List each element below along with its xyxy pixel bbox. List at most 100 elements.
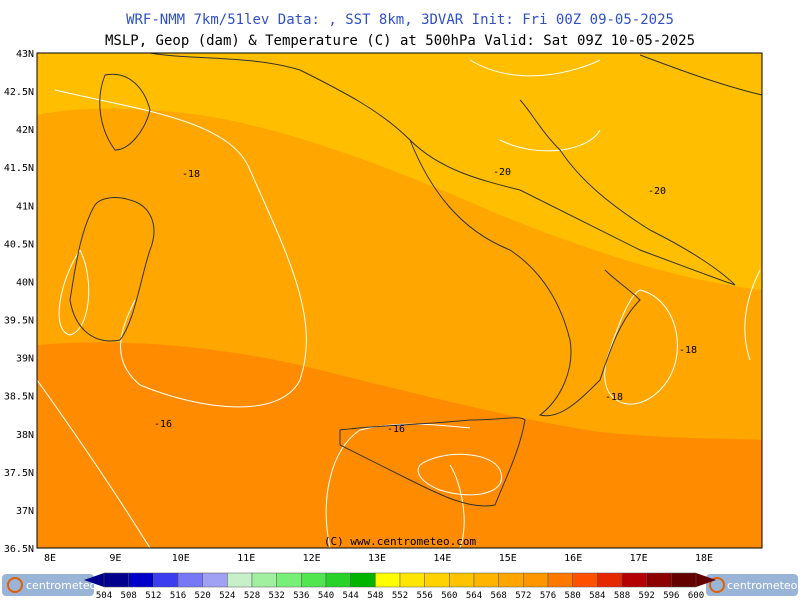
logo-right: centrometeo [706, 574, 798, 596]
contour-label: -16 [387, 424, 405, 435]
lon-label: 12E [303, 553, 321, 564]
colorbar-label: 512 [145, 591, 161, 600]
lon-label: 16E [564, 553, 582, 564]
colorbar-label: 568 [491, 591, 507, 600]
contour-label: -18 [605, 392, 623, 403]
lat-label: 39N [16, 354, 34, 365]
lon-label: 14E [433, 553, 451, 564]
colorbar-label: 516 [170, 591, 186, 600]
title-line2: MSLP, Geop (dam) & Temperature (C) at 50… [105, 33, 695, 49]
colorbar-cell [646, 572, 672, 588]
colorbar-cell [128, 572, 154, 588]
logo-box [2, 574, 94, 596]
colorbar-label: 532 [269, 591, 285, 600]
lon-label: 18E [695, 553, 713, 564]
colorbar-cell [671, 572, 697, 588]
colorbar-label: 504 [96, 591, 112, 600]
colorbar-label: 508 [121, 591, 137, 600]
lat-label: 39.5N [4, 316, 34, 327]
logo-text: centrometeo [26, 579, 97, 592]
lon-label: 8E [44, 553, 56, 564]
contour-labels: -18 -20 -20 -18 -18 -16 -16 [154, 167, 697, 435]
colorbar-label: 576 [540, 591, 556, 600]
contour-label: -18 [679, 345, 697, 356]
map-area [36, 52, 763, 549]
colorbar-label: 564 [466, 591, 482, 600]
lat-label: 43N [16, 49, 34, 60]
lat-label: 41N [16, 201, 34, 212]
colorbar-cell [301, 572, 327, 588]
logo-icon [7, 577, 23, 593]
logo-left: centrometeo [2, 574, 97, 596]
colorbar-label: 544 [343, 591, 359, 600]
band-bottom [37, 342, 762, 548]
lat-label: 40.5N [4, 239, 34, 250]
colorbar-arrow-left [84, 573, 104, 587]
contour-label: -20 [648, 186, 666, 197]
contour-label: -20 [493, 167, 511, 178]
colorbar-cell [597, 572, 623, 588]
colorbar-cell [547, 572, 573, 588]
lon-label: 11E [237, 553, 255, 564]
lon-label: 15E [499, 553, 517, 564]
logo-icon [709, 577, 725, 593]
colorbar-label: 584 [589, 591, 605, 600]
copyright: (C) www.centrometeo.com [324, 535, 477, 548]
colorbar-label: 560 [441, 591, 457, 600]
lat-label: 42.5N [4, 87, 34, 98]
colorbar-cell [325, 572, 351, 588]
coastlines [69, 52, 763, 507]
colorbar-cell [251, 572, 277, 588]
colorbar-label: 556 [417, 591, 433, 600]
lat-label: 37N [16, 506, 34, 517]
lon-label: 10E [172, 553, 190, 564]
colorbar-label: 580 [565, 591, 581, 600]
contours [36, 59, 761, 549]
map-frame [36, 52, 763, 549]
lat-label: 41.5N [4, 163, 34, 174]
lat-label: 38.5N [4, 392, 34, 403]
colorbar-cell [350, 572, 376, 588]
colorbar-cell [202, 572, 228, 588]
logo-text: centrometeo [727, 579, 798, 592]
colorbar-cell [498, 572, 524, 588]
colorbar-label: 592 [639, 591, 655, 600]
colorbar-label: 524 [219, 591, 235, 600]
band-top [37, 53, 762, 290]
colorbar-cell [424, 572, 450, 588]
lon-label: 17E [630, 553, 648, 564]
colorbar-cell [449, 572, 475, 588]
colorbar-label: 520 [195, 591, 211, 600]
colorbar-label: 540 [318, 591, 334, 600]
colorbar-label: 596 [663, 591, 679, 600]
colorbar-label: 588 [614, 591, 630, 600]
colorbar-arrow-right [696, 573, 716, 587]
colorbar-label: 528 [244, 591, 260, 600]
lat-label: 42N [16, 125, 34, 136]
logo-box [706, 574, 798, 596]
lat-label: 36.5N [4, 544, 34, 555]
colorbar-label: 552 [392, 591, 408, 600]
colorbar-label: 536 [293, 591, 309, 600]
colorbar-label: 600 [688, 591, 704, 600]
colorbar-cell [227, 572, 253, 588]
colorbar-cell [375, 572, 401, 588]
colorbar-cell [276, 572, 302, 588]
colorbar-cell [473, 572, 499, 588]
lat-label: 37.5N [4, 468, 34, 479]
colorbar-cell [177, 572, 203, 588]
lat-label: 40N [16, 277, 34, 288]
contour-label: -16 [154, 419, 172, 430]
title-line1: WRF-NMM 7km/51lev Data: , SST 8km, 3DVAR… [126, 12, 674, 28]
lon-label: 9E [109, 553, 121, 564]
colorbar-cell [621, 572, 647, 588]
colorbar-label: 572 [515, 591, 531, 600]
colorbar-cell [399, 572, 425, 588]
contour-label: -18 [182, 169, 200, 180]
lat-label: 38N [16, 430, 34, 441]
lon-label: 13E [368, 553, 386, 564]
colorbar-cell [572, 572, 598, 588]
colorbar-cell [523, 572, 549, 588]
